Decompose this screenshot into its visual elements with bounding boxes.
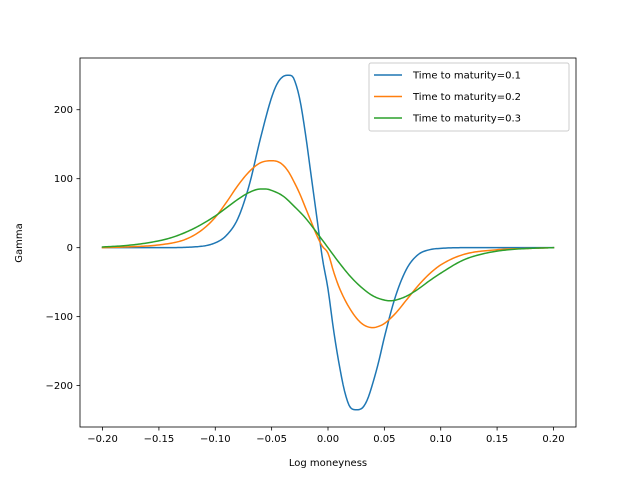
- legend-box: [368, 62, 570, 132]
- series-line-3: [101, 188, 555, 302]
- x-tick-label: −0.05: [256, 434, 287, 445]
- x-tick-label: 0.00: [317, 434, 339, 445]
- y-axis-label: Gamma: [14, 223, 25, 263]
- x-tick-label: 0.20: [542, 434, 564, 445]
- y-axis-ticks: −200 −100 0 100 200: [46, 105, 80, 392]
- legend: Time to maturity=0.1 Time to maturity=0.2…: [368, 62, 570, 132]
- legend-label-3: Time to maturity=0.3: [412, 114, 521, 125]
- plot-area: [79, 57, 577, 428]
- x-axis-label: Log moneyness: [289, 458, 367, 469]
- x-tick-label: −0.15: [144, 434, 175, 445]
- y-tick-label: 200: [54, 105, 73, 116]
- legend-label-1: Time to maturity=0.1: [412, 71, 521, 82]
- y-tick-label: 100: [54, 174, 73, 185]
- x-tick-label: 0.15: [486, 434, 508, 445]
- y-tick-label: −100: [46, 312, 73, 323]
- x-tick-label: −0.20: [87, 434, 118, 445]
- y-tick-label: 0: [67, 243, 73, 254]
- x-tick-label: 0.10: [430, 434, 452, 445]
- legend-entries: Time to maturity=0.1 Time to maturity=0.2…: [374, 71, 521, 125]
- x-tick-label: −0.10: [200, 434, 231, 445]
- series-line-1: [101, 74, 555, 411]
- series-layer: [101, 74, 555, 411]
- series-line-2: [101, 160, 555, 329]
- y-tick-label: −200: [46, 381, 73, 392]
- legend-label-2: Time to maturity=0.2: [412, 92, 521, 103]
- x-axis-ticks: −0.20 −0.15 −0.10 −0.05 0.00 0.05 0.10 0.15 0.20: [87, 427, 565, 445]
- x-tick-label: 0.05: [373, 434, 395, 445]
